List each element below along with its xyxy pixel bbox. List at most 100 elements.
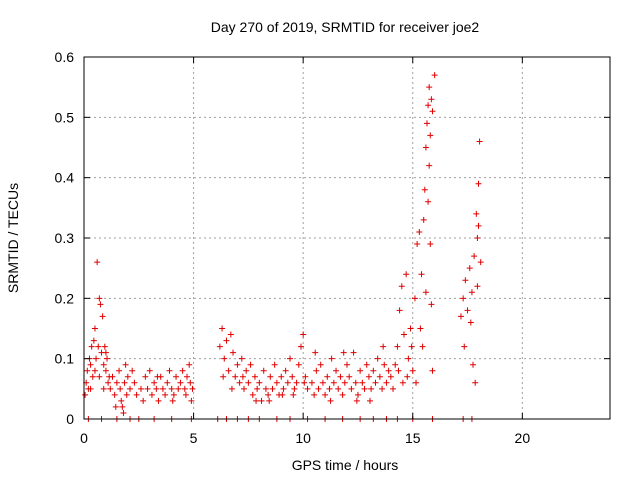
data-point (113, 379, 120, 386)
data-point (357, 367, 364, 374)
data-points (82, 72, 484, 422)
data-point (460, 295, 467, 302)
data-point (278, 373, 285, 380)
data-point (118, 397, 125, 404)
data-point (245, 379, 252, 386)
data-point (87, 385, 94, 392)
data-point (142, 373, 149, 380)
grid-lines (84, 57, 610, 419)
data-point (398, 283, 405, 290)
data-point (367, 397, 374, 404)
data-point (123, 391, 130, 398)
data-point (317, 361, 324, 368)
data-point (468, 289, 475, 296)
data-point (266, 397, 273, 404)
data-point (140, 397, 147, 404)
data-point (234, 361, 241, 368)
data-point (475, 222, 482, 229)
data-point (107, 385, 114, 392)
data-point (457, 313, 464, 320)
data-point (101, 343, 108, 350)
data-point (352, 379, 359, 386)
data-point (186, 361, 193, 368)
data-point (418, 271, 425, 278)
x-tick-label: 20 (515, 430, 531, 446)
data-point (429, 367, 436, 374)
data-point (173, 373, 180, 380)
x-tick-label: 5 (190, 430, 198, 446)
data-point (341, 379, 348, 386)
data-point (472, 379, 479, 386)
data-point (94, 259, 101, 266)
data-point (392, 361, 399, 368)
data-point (127, 385, 134, 392)
y-tick-label: 0.3 (55, 230, 75, 246)
data-point (87, 361, 94, 368)
data-point (289, 373, 296, 380)
data-point (311, 391, 318, 398)
data-point (260, 367, 267, 374)
y-tick-label: 0.1 (55, 351, 75, 367)
data-point (293, 379, 300, 386)
data-point (372, 379, 379, 386)
data-point (374, 355, 381, 362)
data-point (170, 391, 177, 398)
data-point (400, 331, 407, 338)
data-point (308, 379, 315, 386)
data-point (395, 367, 402, 374)
data-point (380, 343, 387, 350)
data-point (411, 295, 418, 302)
data-point (290, 391, 297, 398)
y-tick-labels: 0 0.1 0.2 0.3 0.4 0.5 0.6 (55, 49, 75, 427)
data-point (151, 379, 158, 386)
data-point (340, 349, 347, 356)
data-point (297, 343, 304, 350)
data-point (236, 379, 243, 386)
data-point (423, 120, 430, 127)
data-point (238, 355, 245, 362)
data-point (187, 379, 194, 386)
data-point (407, 325, 414, 332)
data-point (426, 84, 433, 91)
data-point (253, 397, 260, 404)
data-point (96, 373, 103, 380)
data-point (381, 361, 388, 368)
data-point (169, 397, 176, 404)
data-point (287, 355, 294, 362)
data-point (104, 355, 111, 362)
data-point (475, 180, 482, 187)
data-point (464, 307, 471, 314)
data-point (162, 391, 169, 398)
data-point (137, 385, 144, 392)
data-point (416, 228, 423, 235)
data-point (365, 373, 372, 380)
data-point (379, 385, 386, 392)
data-point (269, 385, 276, 392)
data-point (159, 385, 166, 392)
data-point (129, 367, 136, 374)
data-point (247, 361, 254, 368)
data-point (376, 373, 383, 380)
data-point (354, 391, 361, 398)
data-point (91, 367, 98, 374)
data-point (428, 96, 435, 103)
data-point (109, 373, 116, 380)
data-point (273, 379, 280, 386)
data-point (182, 391, 189, 398)
data-point (280, 385, 287, 392)
data-point (390, 385, 397, 392)
y-tick-label: 0.5 (55, 109, 75, 125)
data-point (102, 349, 109, 356)
data-point (282, 367, 289, 374)
data-point (164, 379, 171, 386)
data-point (312, 349, 319, 356)
data-point (243, 367, 250, 374)
x-tick-labels: 0 5 10 15 20 (80, 430, 530, 446)
data-point (168, 385, 175, 392)
data-point (383, 379, 390, 386)
data-point (227, 331, 234, 338)
data-point (121, 379, 128, 386)
data-point (249, 391, 256, 398)
y-tick-label: 0 (66, 411, 74, 427)
